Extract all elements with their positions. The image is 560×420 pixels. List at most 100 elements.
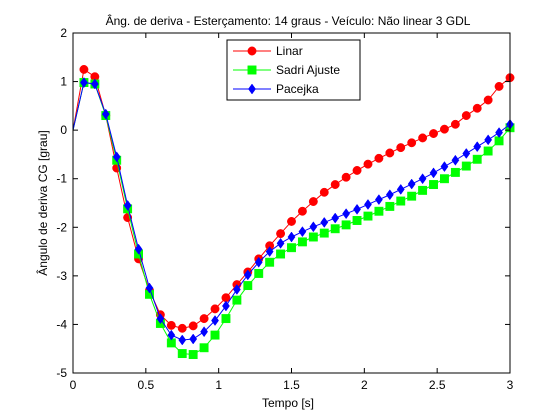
data-point (265, 257, 275, 267)
data-point (407, 191, 417, 201)
data-point (188, 321, 198, 331)
data-point (319, 228, 329, 238)
x-tick-label: 2 (361, 378, 368, 392)
data-point (211, 315, 219, 326)
data-point (112, 151, 121, 163)
data-point (451, 154, 460, 166)
data-point (407, 138, 417, 148)
data-point (276, 237, 285, 249)
legend-label: Pacejka (276, 82, 319, 96)
data-point (341, 172, 351, 182)
data-point (494, 81, 504, 91)
data-point (429, 167, 438, 179)
data-point (484, 134, 493, 146)
data-point (134, 243, 143, 255)
data-point (287, 231, 296, 243)
data-point (232, 295, 242, 305)
data-point (298, 226, 307, 238)
data-point (287, 217, 296, 226)
data-point (199, 343, 209, 353)
data-point (166, 320, 176, 330)
data-point (418, 185, 428, 195)
data-point (90, 78, 99, 90)
data-point (156, 313, 165, 325)
data-point (483, 146, 493, 156)
data-point (210, 304, 220, 314)
legend-entry: Sadri Ajuste (233, 63, 340, 77)
data-point (276, 229, 286, 239)
data-point (450, 167, 460, 177)
data-point (341, 220, 351, 230)
data-point (364, 199, 372, 210)
x-axis-title: Tempo [s] (262, 396, 314, 410)
y-axis-title: Ângulo de deriva CG [grau] (35, 130, 50, 275)
data-point (440, 174, 449, 184)
data-point (123, 200, 132, 211)
y-tick-label: -3 (56, 269, 67, 283)
data-point (243, 281, 253, 291)
data-point (330, 180, 340, 189)
chart-title: Âng. de deriva - Esterçamento: 14 graus … (106, 13, 471, 28)
legend-entry: Pacejka (233, 82, 319, 96)
data-point (200, 326, 209, 338)
data-point (473, 141, 482, 153)
y-tick-label: -5 (56, 366, 67, 380)
y-tick-label: -4 (56, 317, 67, 331)
data-point (210, 330, 220, 340)
data-point (199, 314, 209, 324)
y-tick-label: 2 (60, 26, 67, 40)
data-point (363, 159, 373, 169)
data-point (188, 350, 198, 359)
data-point (177, 323, 187, 333)
y-tick-label: 0 (60, 123, 67, 137)
data-point (374, 206, 384, 216)
data-point (177, 349, 187, 359)
data-point (374, 153, 384, 163)
data-point (167, 329, 176, 341)
data-point (342, 208, 351, 220)
data-point (297, 237, 307, 247)
data-point (243, 269, 252, 281)
data-point (461, 111, 471, 121)
data-point (385, 201, 395, 211)
data-point (385, 148, 395, 158)
data-point (396, 183, 405, 195)
data-point (374, 194, 383, 206)
data-point (440, 124, 449, 134)
legend-marker (248, 83, 256, 95)
data-point (309, 221, 318, 233)
data-point (254, 268, 264, 278)
data-point (297, 206, 307, 216)
x-tick-label: 2.5 (429, 378, 446, 392)
data-point (319, 187, 329, 197)
y-tick-label: -2 (56, 220, 67, 234)
legend-label: Sadri Ajuste (276, 63, 340, 77)
data-point (385, 189, 394, 201)
data-point (450, 119, 460, 129)
y-tick-label: -1 (56, 172, 67, 186)
data-point (320, 217, 329, 228)
data-point (145, 282, 154, 294)
data-point (429, 129, 438, 138)
legend-marker (247, 65, 257, 75)
y-tick-label: 1 (60, 75, 67, 89)
data-point (495, 127, 503, 138)
data-point (363, 211, 373, 221)
plot-frame (72, 32, 511, 374)
x-tick-label: 1 (215, 378, 222, 392)
data-point (79, 64, 89, 74)
data-point (462, 148, 471, 159)
data-point (418, 173, 427, 185)
data-point (407, 178, 416, 190)
data-point (352, 216, 362, 225)
data-point (396, 196, 406, 206)
data-point (232, 284, 241, 295)
data-point (440, 161, 449, 172)
data-point (331, 212, 340, 224)
series-layer (72, 64, 515, 359)
series-3 (72, 77, 514, 346)
data-point (418, 133, 428, 143)
data-point (472, 154, 482, 164)
data-point (330, 224, 340, 234)
data-point (101, 108, 110, 120)
